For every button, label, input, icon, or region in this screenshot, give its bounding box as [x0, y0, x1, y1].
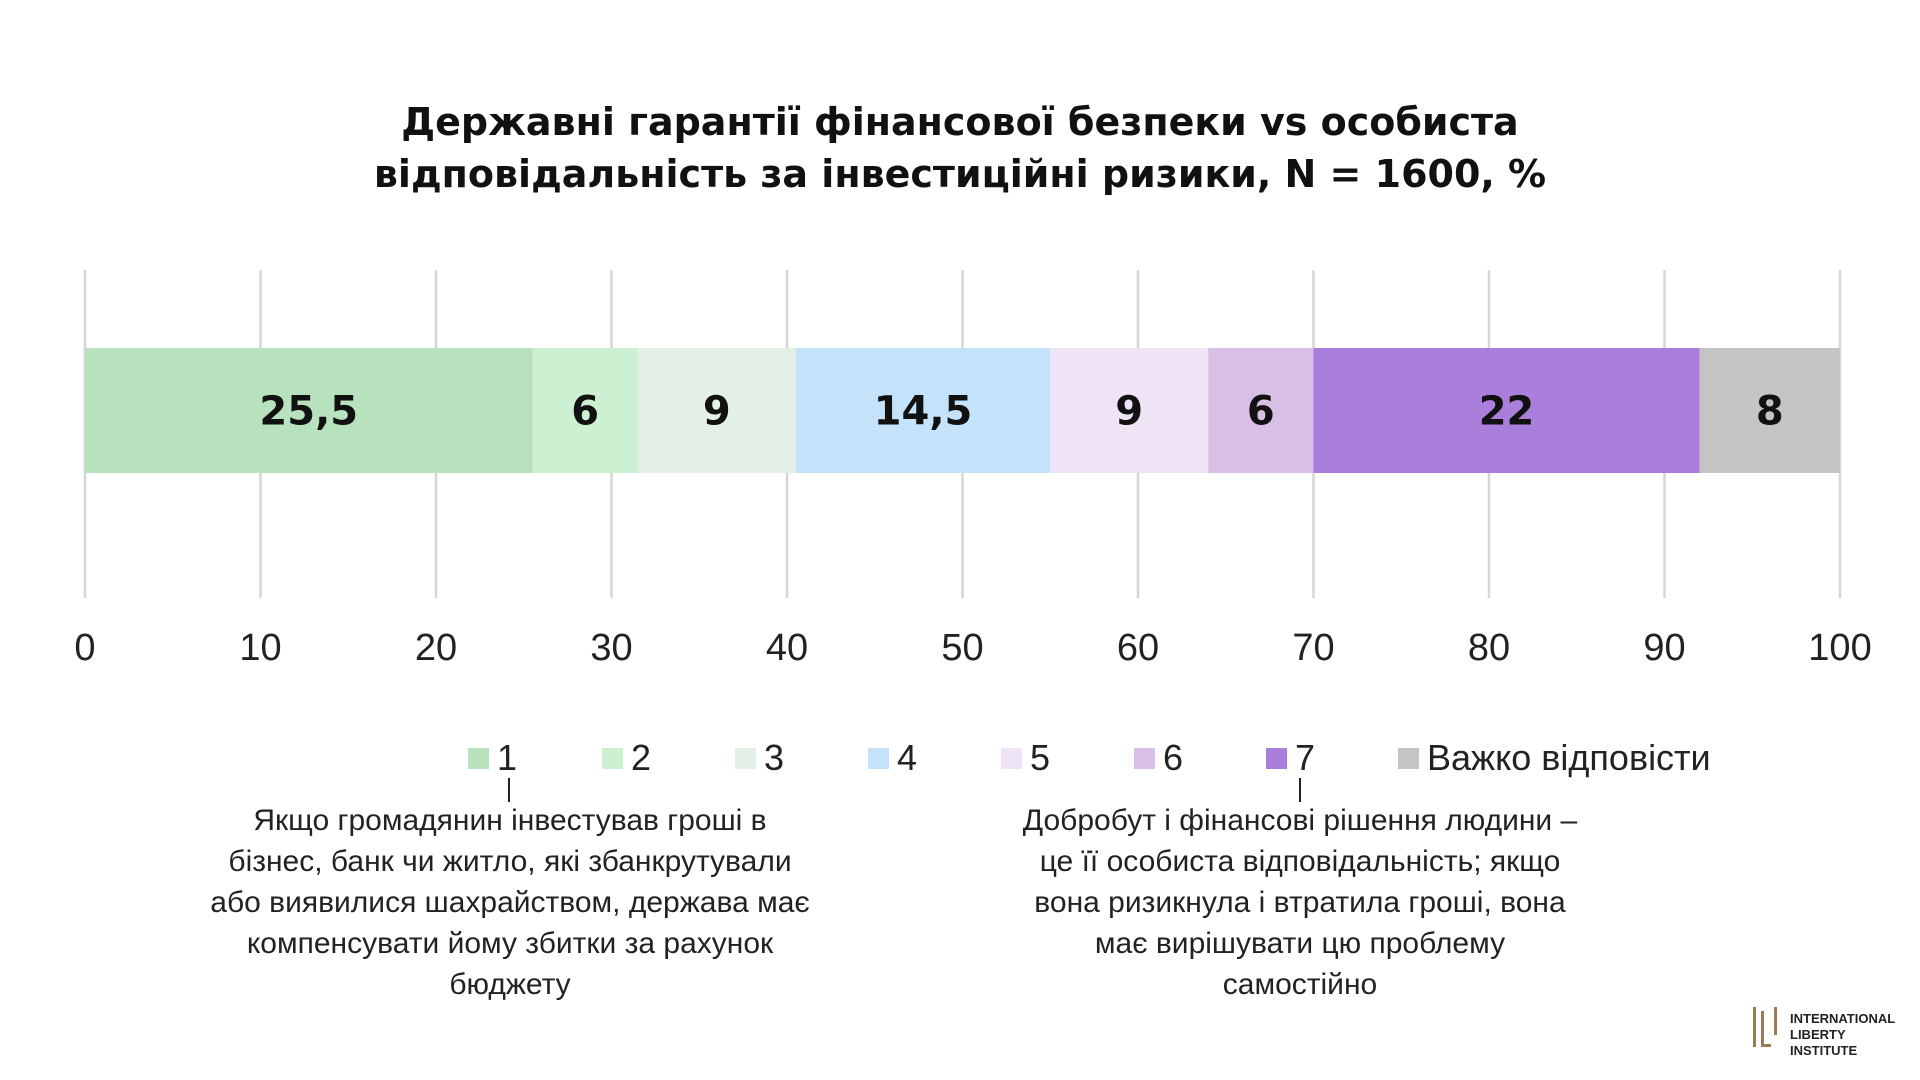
- legend-swatch: [602, 747, 623, 769]
- legend-label: 7: [1295, 737, 1316, 778]
- logo-text: INTERNATIONAL LIBERTY INSTITUTE: [1790, 1011, 1902, 1059]
- x-tick-label: 30: [590, 627, 632, 669]
- bar-segment-5: [1050, 348, 1209, 473]
- x-tick-label: 70: [1292, 627, 1334, 669]
- legend-item-5: 5: [1001, 735, 1050, 781]
- segment-value-label-8: 8: [1756, 389, 1784, 435]
- note-left-line: або виявилися шахрайством, держава має: [210, 886, 810, 919]
- segment-value-label-4: 14,5: [874, 389, 973, 435]
- chart-title: Державні гарантії фінансової безпеки vs …: [0, 96, 1920, 200]
- legend: 1 2 3 4 5 6 7 Важко відповісти: [0, 735, 1920, 785]
- note-left-line: компенсувати йому збитки за рахунок: [246, 927, 774, 960]
- logo-line-1: INTERNATIONAL: [1790, 1011, 1896, 1026]
- x-tick-label: 10: [239, 627, 281, 669]
- segment-value-label-6: 6: [1247, 389, 1275, 435]
- legend-swatch: [1398, 747, 1419, 769]
- logo-line-2: LIBERTY INSTITUTE: [1790, 1027, 1858, 1058]
- segment-value-label-3: 9: [703, 389, 731, 435]
- legend-item-8: Важко відповісти: [1398, 735, 1711, 781]
- segment-labels: 25,5 6 9 14,5 9 6 22 8: [259, 389, 1783, 435]
- segment-value-label-7: 22: [1479, 389, 1535, 435]
- legend-label: 1: [497, 737, 518, 778]
- stacked-bar-chart: 25,5 6 9 14,5 9 6 22 8 0 10 20 30 40 50 60 70 80 90 100: [74, 270, 1872, 669]
- x-tick-label: 20: [415, 627, 457, 669]
- bar-segment-3: [637, 348, 796, 473]
- note-left-line: Якщо громадянин інвестував гроші в: [253, 804, 767, 837]
- note-right-line: це її особиста відповідальність; якщо: [1039, 845, 1561, 878]
- chart-title-line-2: відповідальність за інвестиційні ризики,…: [373, 152, 1547, 196]
- note-left-pointer: [508, 778, 510, 802]
- bar-segments: [85, 348, 1840, 473]
- legend-item-6: 6: [1134, 735, 1183, 781]
- logo-mark-icon: [1753, 1007, 1777, 1047]
- legend-swatch: [1134, 747, 1155, 769]
- legend-item-3: 3: [735, 735, 784, 781]
- legend-label: 3: [764, 737, 785, 778]
- bar-segment-8: [1699, 348, 1840, 473]
- x-tick-label: 80: [1468, 627, 1510, 669]
- note-right-line: самостійно: [1222, 968, 1378, 1001]
- legend-item-1: 1: [468, 735, 517, 781]
- legend-label: 6: [1163, 737, 1184, 778]
- legend-label: 4: [897, 737, 918, 778]
- legend-label: 2: [631, 737, 652, 778]
- x-tick-label: 0: [74, 627, 95, 669]
- x-tick-label: 100: [1808, 627, 1871, 669]
- x-tick-label: 40: [766, 627, 808, 669]
- legend-swatch: [735, 747, 756, 769]
- bar-segment-6: [1208, 348, 1314, 473]
- legend-swatch: [868, 747, 889, 769]
- x-tick-label: 50: [941, 627, 983, 669]
- note-right-line: Добробут і фінансові рішення людини –: [1022, 804, 1578, 837]
- x-axis-ticks: 0 10 20 30 40 50 60 70 80 90 100: [74, 627, 1871, 669]
- x-tick-label: 60: [1117, 627, 1159, 669]
- legend-item-7: 7: [1266, 735, 1315, 781]
- legend-item-2: 2: [602, 735, 651, 781]
- legend-label: 5: [1030, 737, 1051, 778]
- note-right-line: має вирішувати цю проблему: [1094, 927, 1506, 960]
- bar-segment-1: [85, 348, 533, 473]
- bar-segment-7: [1313, 348, 1700, 473]
- bar-segment-2: [532, 348, 638, 473]
- legend-swatch: [1266, 747, 1287, 769]
- segment-value-label-5: 9: [1115, 389, 1143, 435]
- legend-label: Важко відповісти: [1427, 737, 1711, 778]
- chart-title-line-1: Державні гарантії фінансової безпеки vs …: [401, 100, 1519, 144]
- note-left-line: бюджету: [449, 968, 571, 1001]
- logo: INTERNATIONAL LIBERTY INSTITUTE: [1752, 1005, 1902, 1058]
- legend-swatch: [468, 747, 489, 769]
- legend-item-4: 4: [868, 735, 917, 781]
- segment-value-label-2: 6: [571, 389, 599, 435]
- segment-value-label-1: 25,5: [259, 389, 358, 435]
- note-left-line: бізнес, банк чи житло, які збанкрутували: [228, 845, 792, 878]
- legend-swatch: [1001, 747, 1022, 769]
- note-left: Якщо громадянин інвестував гроші в бізне…: [160, 800, 860, 1005]
- x-tick-label: 90: [1643, 627, 1685, 669]
- note-right-line: вона ризикнула і втратила гроші, вона: [1034, 886, 1566, 919]
- note-right-pointer: [1299, 778, 1301, 802]
- bar-segment-4: [795, 348, 1051, 473]
- note-right: Добробут і фінансові рішення людини – це…: [950, 800, 1650, 1005]
